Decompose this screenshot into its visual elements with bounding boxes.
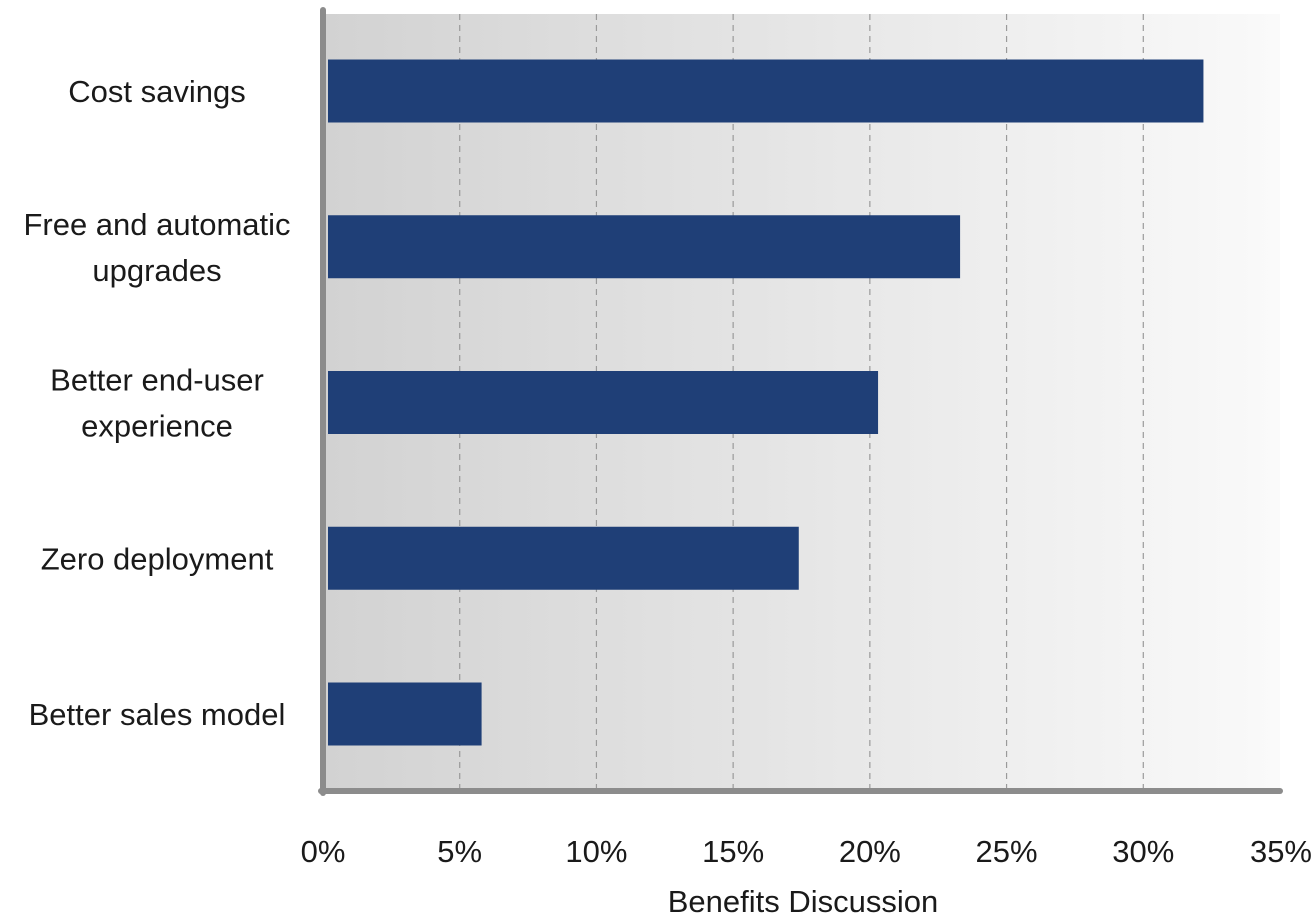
x-tick-label: 25% bbox=[976, 834, 1038, 869]
x-tick-label: 10% bbox=[565, 834, 627, 869]
x-tick-label: 5% bbox=[437, 834, 482, 869]
x-axis-title: Benefits Discussion bbox=[668, 884, 939, 919]
bar bbox=[328, 371, 879, 434]
category-label: Free and automatic bbox=[23, 207, 290, 242]
x-tick-label: 35% bbox=[1250, 834, 1312, 869]
category-label: Better sales model bbox=[29, 697, 286, 732]
x-tick-label: 0% bbox=[301, 834, 346, 869]
category-label: upgrades bbox=[92, 253, 221, 288]
category-label: Cost savings bbox=[68, 74, 245, 109]
bar bbox=[328, 682, 482, 746]
bar bbox=[328, 215, 961, 279]
x-tick-label: 30% bbox=[1112, 834, 1174, 869]
category-label: Better end-user bbox=[50, 363, 264, 398]
category-label: Zero deployment bbox=[41, 541, 274, 576]
category-label: experience bbox=[81, 409, 233, 444]
bar bbox=[328, 526, 799, 590]
x-tick-label: 15% bbox=[702, 834, 764, 869]
bar bbox=[328, 59, 1204, 123]
x-tick-label: 20% bbox=[839, 834, 901, 869]
